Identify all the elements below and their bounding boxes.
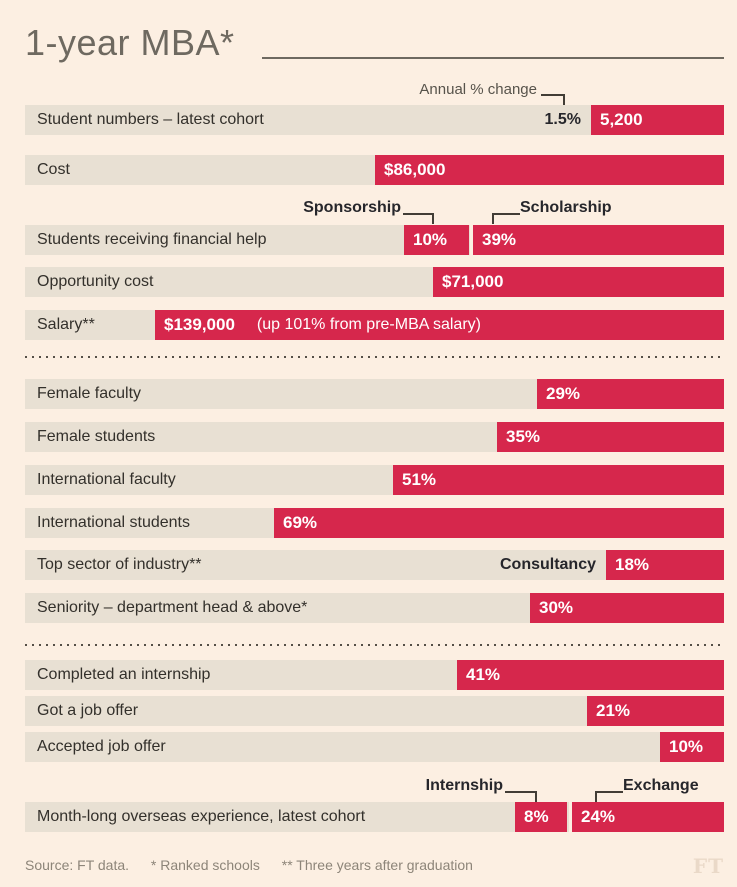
bar-value: 18% [615, 555, 650, 574]
row-label: International students [37, 514, 190, 531]
chart-row: International students 69% [25, 508, 724, 538]
row-label: Student numbers – latest cohort [37, 111, 264, 128]
chart-row: Female students 35% [25, 422, 724, 452]
row-label: Salary** [37, 316, 95, 333]
value-bar: 21% [587, 696, 724, 726]
value-bar: 51% [393, 465, 724, 495]
value-bar: 10% [404, 225, 469, 255]
bar-value: 29% [546, 384, 581, 403]
bar-value: 5,200 [600, 110, 643, 129]
bar-value: 41% [466, 665, 501, 684]
annual-change-connector-line [541, 94, 565, 105]
bar-value: 21% [596, 701, 631, 720]
value-bar: 8% [515, 802, 567, 832]
chart-row: Opportunity cost $71,000 [25, 267, 724, 297]
value-bar: 18% [606, 550, 724, 580]
chart-row: Salary** $139,000 (up 101% from pre-MBA s… [25, 310, 724, 340]
exchange-label: Exchange [623, 777, 699, 794]
bar-value: 10% [669, 737, 704, 756]
scholarship-label: Scholarship [520, 199, 612, 216]
row-label: Cost [37, 161, 70, 178]
chart-row: Month-long overseas experience, latest c… [25, 802, 724, 832]
bar-value: 30% [539, 598, 574, 617]
row-label: Completed an internship [37, 666, 211, 683]
chart-row: Got a job offer 21% [25, 696, 724, 726]
row-label: Female students [37, 428, 156, 445]
exchange-connector-line [595, 791, 623, 802]
bar-value: 51% [402, 470, 437, 489]
row-label: Month-long overseas experience, latest c… [37, 808, 366, 825]
row-label: Accepted job offer [37, 738, 166, 755]
scholarship-connector-line [492, 213, 520, 224]
value-bar: 30% [530, 593, 724, 623]
bar-value: 24% [581, 807, 616, 826]
chart-row: Female faculty 29% [25, 379, 724, 409]
value-bar: 5,200 [591, 105, 724, 135]
bar-value: 35% [506, 427, 541, 446]
bar-value: $139,000 [164, 315, 235, 334]
chart-row: International faculty 51% [25, 465, 724, 495]
bar-value: 39% [482, 230, 517, 249]
chart-row: Student numbers – latest cohort 1.5% 5,2… [25, 105, 724, 135]
internship-label: Internship [425, 777, 503, 794]
chart-row: Cost $86,000 [25, 155, 724, 185]
chart-row: Accepted job offer 10% [25, 732, 724, 762]
row-label: Students receiving financial help [37, 231, 267, 248]
annual-change-label: Annual % change [419, 81, 537, 98]
row-label: Got a job offer [37, 702, 139, 719]
row-annotation: 1.5% [544, 111, 581, 128]
value-bar: 39% [470, 225, 724, 255]
value-bar: 29% [537, 379, 724, 409]
value-bar: 24% [569, 802, 724, 832]
section-divider [25, 644, 724, 646]
value-bar: $139,000 (up 101% from pre-MBA salary) [155, 310, 724, 340]
value-bar: $86,000 [375, 155, 724, 185]
row-label: Female faculty [37, 385, 142, 402]
footer: Source: FT data. * Ranked schools ** Thr… [25, 857, 491, 873]
value-bar: $71,000 [433, 267, 724, 297]
chart-row: Students receiving financial help 10% 39% [25, 225, 724, 255]
footnote-ranked: * Ranked schools [150, 857, 260, 873]
row-label: International faculty [37, 471, 176, 488]
chart-row: Top sector of industry** Consultancy 18% [25, 550, 724, 580]
row-annotation: Consultancy [499, 556, 596, 573]
row-label: Opportunity cost [37, 273, 154, 290]
row-label: Seniority – department head & above* [37, 599, 308, 616]
bar-value: 8% [524, 807, 549, 826]
section-divider [25, 356, 724, 358]
title-rule [262, 57, 724, 59]
page-title: 1-year MBA* [25, 22, 235, 63]
bar-value: 69% [283, 513, 318, 532]
chart-row: Completed an internship 41% [25, 660, 724, 690]
sponsorship-connector-line [403, 213, 434, 224]
row-label: Top sector of industry** [37, 556, 202, 573]
bar-note: (up 101% from pre-MBA salary) [256, 316, 481, 333]
internship-connector-line [505, 791, 537, 802]
ft-logo: FT [692, 854, 724, 878]
bar-value: $71,000 [442, 272, 504, 291]
value-bar: 10% [660, 732, 724, 762]
bar-value: $86,000 [384, 160, 446, 179]
source-text: Source: FT data. [25, 857, 130, 873]
value-bar: 41% [457, 660, 724, 690]
sponsorship-label: Sponsorship [303, 199, 401, 216]
chart-row: Seniority – department head & above* 30% [25, 593, 724, 623]
bar-value: 10% [413, 230, 448, 249]
value-bar: 35% [497, 422, 724, 452]
value-bar: 69% [274, 508, 724, 538]
footnote-three-years: ** Three years after graduation [281, 857, 473, 873]
